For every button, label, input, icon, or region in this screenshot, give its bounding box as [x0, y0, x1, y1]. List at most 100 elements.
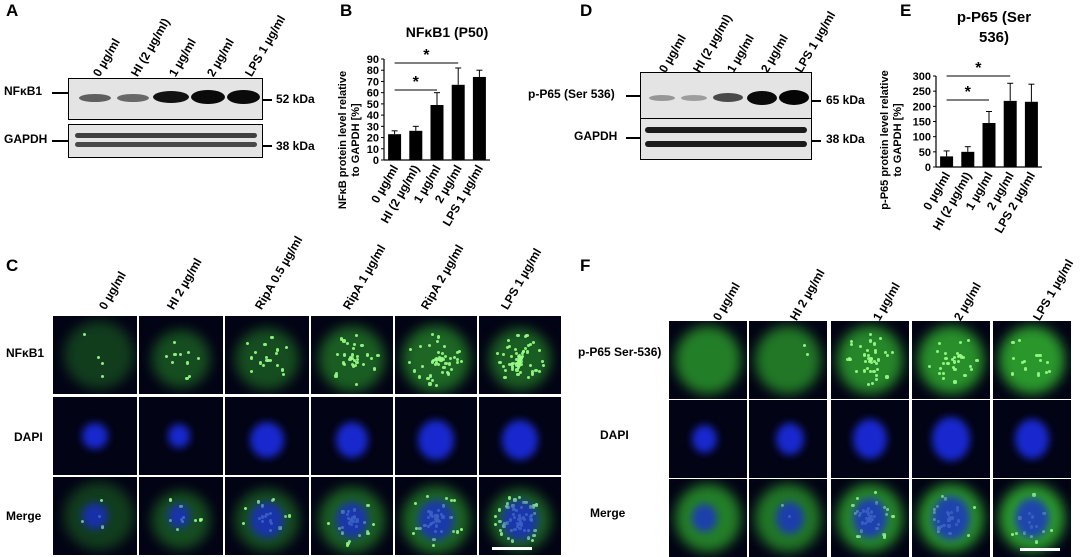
cell-blob [802, 344, 806, 348]
bar [388, 134, 402, 160]
cell-blob [426, 377, 430, 381]
cell-blob [515, 368, 519, 372]
green-micrograph [479, 316, 561, 394]
cell-blob [497, 508, 502, 512]
cell-blob [520, 354, 525, 359]
cell-blob [353, 342, 357, 347]
cell-blob [436, 335, 441, 339]
cell-blob [173, 352, 177, 356]
cell-blob [541, 364, 546, 368]
cell-blob [444, 496, 449, 501]
cell-blob [412, 531, 416, 535]
cell-blob [197, 356, 201, 361]
y-axis-label: p-P65 protein level relative [879, 70, 891, 209]
cell-blob [100, 374, 104, 378]
gapdh-blot-strip [640, 118, 812, 160]
cell-blob [873, 359, 877, 363]
cell-blob [531, 539, 535, 543]
cell-blob [440, 351, 444, 355]
cell-blob [168, 498, 172, 502]
lane-label: 1 µg/ml [166, 35, 199, 79]
merge-micrograph [395, 477, 477, 555]
cell-blob [882, 535, 887, 539]
cell-blob [531, 372, 535, 376]
cell-blob [944, 356, 948, 360]
cell-blob [409, 348, 413, 352]
blue-micrograph [669, 400, 747, 478]
cell-blob [249, 369, 253, 373]
cell-blob [975, 358, 979, 363]
cell-blob [1011, 372, 1015, 376]
cell-blob [1032, 493, 1036, 497]
cell-blob [164, 354, 168, 359]
cell-blob [517, 359, 521, 363]
cell-blob [501, 420, 539, 460]
cell-blob [675, 325, 741, 395]
y-tick-label: 0 [925, 162, 931, 174]
cell-blob [1014, 498, 1050, 538]
cell-blob [968, 364, 972, 369]
chart-e: p-P65 (Ser 536) p-P65 protein level relati… [879, 9, 1042, 236]
band [747, 91, 777, 105]
row-label: NFκB1 [6, 346, 45, 360]
bar [1003, 100, 1017, 167]
cell-blob [541, 359, 545, 363]
cell-blob [952, 355, 956, 359]
cell-blob [456, 360, 460, 364]
green-micrograph [311, 316, 393, 394]
cell-blob [942, 376, 946, 380]
cell-blob [412, 369, 417, 373]
row-pointer [52, 140, 68, 142]
y-axis-label: to GAPDH [%] [892, 103, 904, 177]
cell-blob [494, 523, 498, 527]
cell-blob [249, 356, 253, 360]
bar [472, 76, 486, 160]
blue-micrograph [139, 397, 223, 475]
cell-blob [532, 533, 536, 537]
cell-blob [885, 375, 889, 379]
band [713, 93, 743, 102]
cell-blob [868, 358, 872, 362]
column-label: 2 µg/ml [951, 279, 984, 323]
cell-blob [335, 421, 369, 458]
cell-blob [1011, 357, 1016, 361]
row-label: Merge [6, 509, 42, 523]
cell-blob [452, 356, 456, 360]
cell-blob [883, 350, 887, 354]
cell-blob [508, 363, 512, 367]
cell-blob [372, 522, 376, 526]
green-micrograph [53, 316, 137, 394]
cell-blob [437, 357, 441, 361]
cell-blob [335, 352, 339, 356]
kda-tick [262, 145, 272, 147]
cell-blob [428, 382, 432, 386]
band [75, 142, 257, 147]
cell-blob [418, 344, 423, 348]
bar [940, 156, 954, 167]
cell-blob [874, 377, 879, 381]
cell-blob [444, 361, 448, 365]
band [649, 95, 675, 101]
y-tick-label: 70 [367, 76, 379, 88]
cell-blob [172, 341, 177, 345]
cell-blob [453, 499, 457, 503]
cell-blob [525, 350, 529, 354]
cell-blob [436, 350, 441, 355]
cell-blob [258, 361, 263, 365]
cell-blob [326, 521, 331, 525]
panel-label-e: E [900, 1, 912, 20]
green-micrograph [831, 321, 909, 399]
cell-blob [341, 361, 345, 365]
cell-blob [534, 503, 539, 507]
cell-blob [460, 359, 464, 363]
cell-blob [267, 358, 271, 362]
cell-blob [354, 363, 358, 367]
cell-blob [415, 526, 419, 530]
cell-blob [417, 375, 422, 379]
cell-blob [928, 364, 932, 368]
cell-blob [188, 374, 192, 378]
cell-blob [959, 355, 964, 359]
y-tick-label: 50 [367, 99, 379, 111]
green-micrograph [993, 321, 1071, 399]
y-tick-label: 0 [373, 155, 379, 167]
